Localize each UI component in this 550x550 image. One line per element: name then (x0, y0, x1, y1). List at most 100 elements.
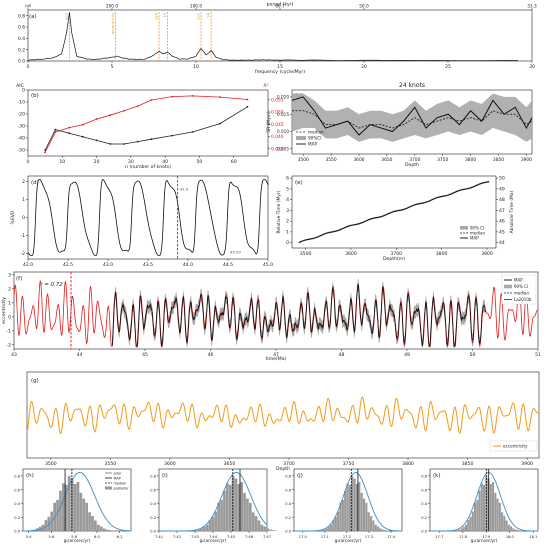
histogram-bar (85, 502, 89, 531)
data-point (123, 109, 125, 112)
y-tick-label: 0.6 (421, 488, 427, 492)
y-tick-label: 0.8 (421, 474, 427, 478)
x-axis-label: g₄(arcsec/yr) (471, 538, 498, 543)
x-tick-label: 50 (470, 352, 476, 358)
prior-curve (430, 472, 538, 532)
x-tick-label: 17.1 (321, 535, 329, 539)
ci-band (292, 93, 532, 142)
data-point (109, 143, 112, 145)
x-tick-label: 44 (77, 352, 83, 358)
histogram-bar (379, 528, 382, 531)
panel-label: (a) (29, 14, 37, 20)
histogram-bar (320, 530, 323, 531)
y-axis-label: eccentricity (1, 297, 7, 324)
data-point (68, 132, 71, 135)
y-tick-label: 0 (22, 88, 25, 94)
eccentricity-line (26, 396, 540, 435)
x-tick-label: 3500 (300, 251, 312, 257)
y-tick-label: 45 (499, 229, 505, 235)
histogram-bar (254, 516, 258, 531)
histogram-bar (237, 484, 241, 531)
data-point (54, 128, 57, 131)
y-tick-label: 4 (286, 197, 289, 203)
panel-a: (a)period (kyr)inf 200.0 100.0 66.7 50.0 33.3… (18, 2, 537, 76)
x-tick-label: 42.5 (63, 262, 73, 268)
y-axis-label: SR (Mym) (266, 111, 272, 133)
x-tick-label: 3900 (521, 157, 532, 163)
legend-label: MAP (514, 278, 523, 283)
x-tick-label: 3600 (345, 251, 357, 257)
histogram-bar (205, 524, 209, 531)
x-tick-label: 17.7 (435, 535, 443, 539)
histogram-bar (202, 526, 206, 531)
x-axis-label: frequency (cycle/Myr) (255, 69, 305, 75)
plot-frame (27, 175, 269, 260)
histogram-bar (64, 484, 68, 531)
data-point (150, 99, 153, 101)
data-point (219, 96, 221, 98)
histogram-bar (211, 516, 215, 531)
histogram-bar (367, 512, 370, 531)
signal-line (27, 179, 269, 256)
y-tick-label: 0.2 (285, 516, 291, 520)
histogram-bar (478, 490, 481, 531)
x-tick-label: 15 (277, 64, 283, 70)
y-tick-label: 3 (286, 208, 289, 214)
y-tick-label: 0.4 (150, 502, 156, 506)
annotation: 43.9 (180, 186, 189, 191)
histogram-bar (381, 529, 384, 531)
x-tick-label: 3500 (45, 461, 57, 467)
y-tick-label: 0.045 (271, 122, 284, 128)
y-tick-label: 49 (499, 186, 505, 192)
histogram-bar (251, 512, 255, 531)
legend-label: median (470, 231, 485, 236)
y-tick-label: 5 (286, 186, 289, 192)
histogram-bar (360, 492, 363, 531)
legend-label: median (514, 291, 529, 296)
panel-label: (b) (31, 93, 39, 99)
panel-f: (f) r = 0.72 43 44 45 46 47 48 49 50 51 3 2 1 0 -1 -2 tim… (1, 271, 541, 362)
y-tick-label: -40 (17, 136, 25, 142)
top-tick-label: 66.7 (275, 4, 285, 10)
histogram-bar (369, 516, 373, 531)
legend-ci-swatch (460, 226, 468, 230)
y-tick-label: -1 (20, 233, 25, 239)
histogram-bar (82, 498, 86, 531)
histogram-bar (473, 502, 477, 531)
y-tick-label: 0.4 (421, 502, 427, 506)
y-tick-label: 2 (22, 179, 25, 185)
top-tick-label: 50.0 (359, 4, 369, 10)
histogram-bar (505, 520, 508, 531)
histogram-bar (208, 520, 212, 531)
histogram-bar (384, 530, 387, 531)
x-tick-label: 3850 (462, 461, 474, 467)
x-tick-label: 7.45 (227, 535, 235, 539)
histogram-bar (374, 524, 377, 531)
x-tick-label: 44.5 (223, 262, 233, 268)
histogram-bar (105, 529, 109, 531)
x-tick-label: 3550 (325, 157, 336, 163)
top-tick-label: inf (25, 4, 31, 10)
x-tick-label: 3800 (402, 461, 414, 467)
histogram-bar (88, 512, 91, 531)
panel-label: (g) (31, 378, 39, 384)
histogram-bar (272, 530, 275, 531)
histogram-bar (194, 530, 197, 531)
histogram-bar (341, 499, 344, 531)
la2010b-line (13, 280, 538, 348)
histogram-bar (266, 528, 269, 531)
panel-h: (h) 5.4 5.6 5.8 6.0 6.2 0.0 0.2 0.4 0.6 0.8 g₅(arcs… (14, 468, 132, 543)
histogram-bar (249, 502, 252, 531)
x-tick-label: 7.42 (173, 535, 181, 539)
y-axis-label-right: Absolute Time (Ma) (509, 190, 515, 233)
x-tick-label: 60 (231, 159, 237, 165)
legend-label: median (114, 481, 127, 485)
x-axis-label: n (number of knots) (125, 164, 171, 170)
x-tick-label: 3550 (104, 461, 116, 467)
x-tick-label: 6.0 (94, 535, 100, 539)
legend-swatch (504, 284, 512, 289)
spectrum-line (27, 12, 519, 62)
peak-label: 128 (155, 12, 159, 20)
legend-label: posterior (114, 486, 130, 490)
y-tick-label: 46 (499, 219, 505, 225)
